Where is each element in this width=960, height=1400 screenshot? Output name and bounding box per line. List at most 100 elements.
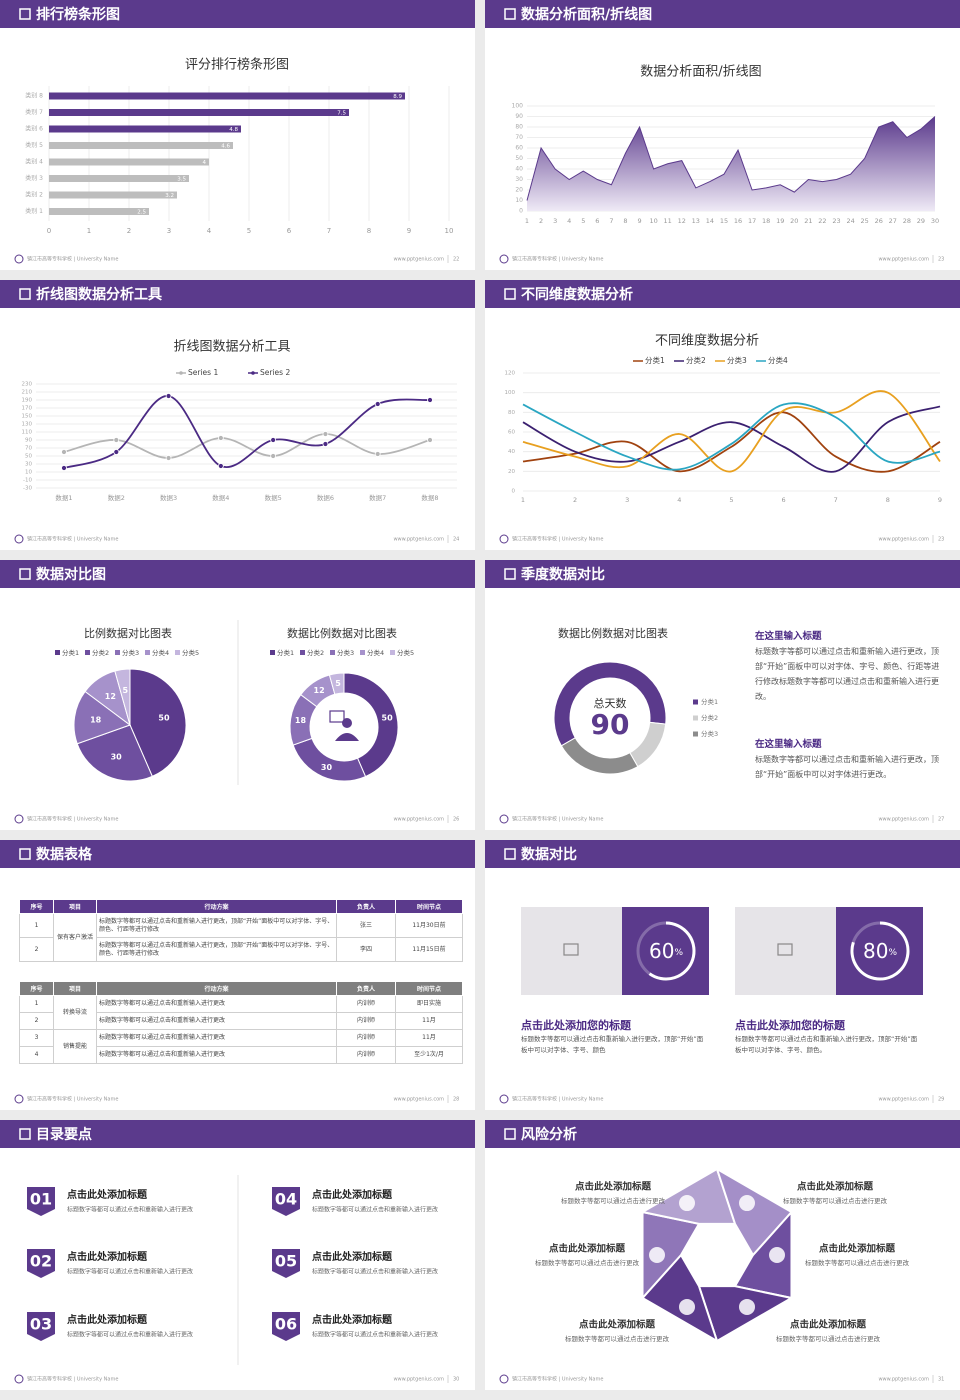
- item-number: 06: [275, 1315, 297, 1334]
- series-line: [522, 402, 941, 471]
- legend-label: 分类3: [337, 648, 354, 657]
- value-label: 4.6: [221, 144, 230, 150]
- x-tick-label: 2: [539, 217, 543, 225]
- y-tick-label: 130: [22, 422, 33, 428]
- x-tick-label: 1: [87, 227, 91, 235]
- footer-logo: [14, 1094, 24, 1104]
- cell: 标题数字等都可以通过点击和重新输入进行更改: [96, 995, 337, 1013]
- bar: [49, 191, 177, 199]
- legend-label: 分类5: [397, 648, 414, 657]
- cell: 内训师: [336, 1029, 396, 1047]
- value-label: 18: [90, 715, 102, 724]
- y-tick-label: 0: [512, 489, 516, 495]
- footer-page: 31: [938, 1377, 944, 1383]
- legend-label: 分类2: [701, 713, 718, 722]
- slide: 排行榜条形图 镇江市高等专科学校 | University Name www.ppt…: [0, 0, 475, 270]
- footer-page: 30: [453, 1377, 459, 1383]
- header-cell: 项目: [53, 981, 97, 996]
- footer-logo: [14, 254, 24, 264]
- legend-label: 分类1: [645, 355, 665, 365]
- header-cell: 时间节点: [395, 981, 463, 996]
- header-icon: [504, 288, 516, 300]
- note-heading: 在这里输入标题: [755, 739, 822, 750]
- line: [526, 116, 936, 201]
- slide: 不同维度数据分析 镇江市高等专科学校 | University Name www.p…: [485, 280, 960, 550]
- header-icon: [19, 848, 31, 860]
- slide: 折线图数据分析工具 镇江市高等专科学校 | University Name www.…: [0, 280, 475, 550]
- y-tick-label: 类别 8: [25, 92, 43, 100]
- footer-school: 镇江市高等专科学校 | University Name: [27, 256, 118, 263]
- y-tick-label: 230: [22, 382, 33, 388]
- slide-title: 目录要点: [36, 1126, 92, 1143]
- card-heading: 点击此处添加您的标题: [521, 1018, 632, 1032]
- footer-school: 镇江市高等专科学校 | University Name: [512, 816, 603, 823]
- progress-unit: %: [674, 948, 683, 958]
- footer-site: www.pptgenius.com: [393, 817, 444, 823]
- bar: [49, 175, 189, 182]
- slice: [343, 672, 399, 778]
- point-text: 标题数字等都可以通过点击进行更改: [535, 1258, 640, 1267]
- x-tick-label: 数据7: [369, 493, 386, 502]
- segment-icon: [769, 1247, 785, 1263]
- x-tick-label: 19: [776, 217, 784, 225]
- progress-label: 80%: [863, 939, 897, 963]
- marker: [113, 449, 120, 455]
- x-tick-label: 8: [367, 227, 371, 235]
- slide: 数据对比 镇江市高等专科学校 | University Name www.pptge…: [485, 840, 960, 1110]
- slice: [629, 721, 667, 768]
- bar: [49, 142, 233, 149]
- y-tick-label: 类别 2: [25, 191, 43, 199]
- legend-swatch: [85, 650, 90, 655]
- chart-title: 数据比例数据对比图表: [558, 626, 668, 640]
- footer-page: 27: [938, 817, 944, 823]
- value-label: 50: [158, 713, 170, 722]
- number-badge: [272, 1312, 300, 1341]
- x-tick-label: 13: [692, 217, 700, 225]
- legend-swatch: [360, 650, 365, 655]
- x-tick-label: 21: [804, 217, 812, 225]
- point-heading: 点击此处添加标题: [797, 1181, 874, 1193]
- slide: 数据表格 镇江市高等专科学校 | University Name www.pptge…: [0, 840, 475, 1110]
- legend-swatch: [115, 650, 120, 655]
- x-tick-label: 25: [861, 217, 869, 225]
- value-label: 4.8: [229, 127, 238, 133]
- value-label: 3.5: [177, 177, 186, 183]
- progress-value: 80: [863, 939, 888, 963]
- slide: 数据分析面积/折线图 镇江市高等专科学校 | University Name www…: [485, 0, 960, 270]
- bar: [49, 208, 149, 215]
- header-cell: 时间节点: [395, 899, 463, 914]
- cell: 1: [19, 995, 54, 1013]
- x-tick-label: 9: [637, 217, 641, 225]
- x-tick-label: 数据4: [212, 493, 229, 502]
- data-table: 序号 项目 行动方案 负责人 时间节点 1 转换导流 标题数字等都可以通过点击和重新输入进行更…: [19, 981, 463, 1064]
- marker: [165, 455, 172, 461]
- slide: 数据对比图 镇江市高等专科学校 | University Name www.pptg…: [0, 560, 475, 830]
- x-tick-label: 6: [782, 496, 786, 504]
- footer-logo: [499, 814, 509, 824]
- x-tick-label: 6: [595, 217, 599, 225]
- series-line: [522, 405, 941, 473]
- y-tick-label: 40: [508, 449, 515, 455]
- header-icon: [504, 8, 516, 20]
- data-table: 序号 项目 行动方案 负责人 时间节点 1 保有客户激活 标题数字等都可以通过点击和重新输入进…: [19, 899, 463, 962]
- x-tick-label: 28: [903, 217, 911, 225]
- footer-logo: [499, 534, 509, 544]
- item-text: 标题数字等都可以通过点击和重新输入进行更改: [312, 1206, 438, 1214]
- y-tick-label: 20: [508, 469, 515, 475]
- legend-label: 分类1: [701, 697, 718, 706]
- footer-school: 镇江市高等专科学校 | University Name: [27, 1376, 118, 1383]
- slide: 目录要点 镇江市高等专科学校 | University Name www.pptge…: [0, 1120, 475, 1390]
- footer-logo: [499, 1094, 509, 1104]
- series-line: [63, 395, 431, 469]
- note-heading: 在这里输入标题: [755, 631, 822, 642]
- x-tick-label: 2: [573, 496, 577, 504]
- x-tick-label: 4: [567, 217, 571, 225]
- point-heading: 点击此处添加标题: [790, 1319, 867, 1331]
- footer-school: 镇江市高等专科学校 | University Name: [27, 816, 118, 823]
- x-tick-label: 数据5: [265, 493, 282, 502]
- marker: [113, 437, 120, 443]
- x-tick-label: 9: [407, 227, 411, 235]
